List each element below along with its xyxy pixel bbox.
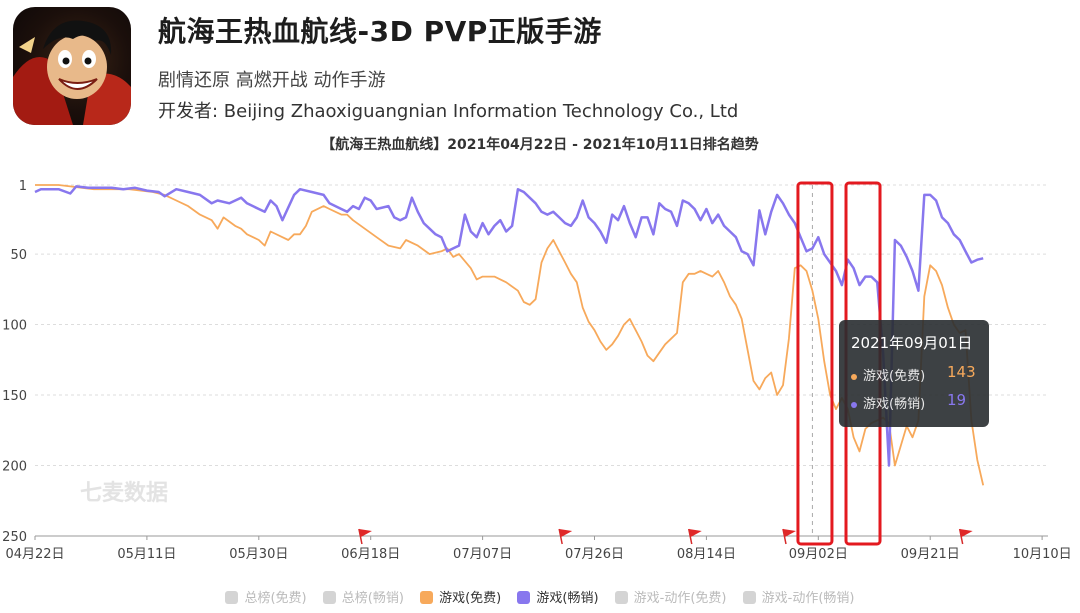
x-tick-label: 06月18日: [341, 547, 400, 562]
tooltip-value: 143: [947, 363, 976, 381]
x-tick-label: 09月02日: [789, 547, 848, 562]
legend-label: 游戏-动作(畅销): [761, 591, 855, 606]
tooltip-row-free: 游戏(免费) 143: [851, 363, 976, 384]
x-tick-label: 08月14日: [677, 547, 736, 562]
tooltip-label: 游戏(畅销): [863, 397, 926, 412]
y-tick-label: 250: [2, 530, 27, 545]
flag-pole: [558, 528, 563, 545]
y-tick-label: 150: [2, 389, 27, 404]
app-icon: [13, 7, 131, 125]
y-tick-label: 50: [10, 248, 27, 263]
x-tick-label: 10月10日: [1013, 547, 1072, 562]
flag-icon: [358, 529, 372, 537]
chart-title: 【航海王热血航线】2021年04月22日 - 2021年10月11日排名趋势: [321, 137, 759, 153]
legend-item[interactable]: 游戏(免费): [420, 587, 501, 606]
legend-label: 总榜(免费): [244, 591, 307, 606]
x-tick-label: 04月22日: [5, 547, 64, 562]
x-tick-label: 05月30日: [229, 547, 288, 562]
x-tick-label: 09月21日: [901, 547, 960, 562]
flag-pole: [958, 528, 964, 545]
x-tick-label: 07月26日: [565, 547, 624, 562]
legend-swatch: [420, 591, 434, 604]
flag-pole: [358, 528, 363, 545]
flag-pole: [688, 528, 693, 545]
x-tick-label: 05月11日: [117, 547, 176, 562]
legend-item[interactable]: 总榜(畅销): [322, 587, 404, 606]
y-tick-label: 200: [2, 460, 27, 475]
legend-swatch: [614, 591, 628, 604]
chart-legend: 总榜(免费) 总榜(畅销) 游戏(免费) 游戏(畅销) 游戏-动作(免费) 游戏…: [0, 587, 1080, 606]
tooltip-date: 2021年09月01日: [851, 334, 973, 352]
tooltip-row-grossing: 游戏(畅销) 19: [851, 391, 966, 412]
legend-swatch: [225, 591, 239, 604]
flag-icon: [688, 529, 702, 537]
tooltip-value: 19: [947, 391, 967, 409]
highlight-box: [796, 181, 834, 546]
tooltip-dot-icon: [851, 373, 857, 380]
legend-label: 游戏(免费): [439, 591, 502, 606]
legend-item[interactable]: 游戏-动作(免费): [614, 587, 727, 606]
y-tick-label: 1: [19, 179, 27, 194]
app-developer: 开发者: Beijing Zhaoxiguangnian Information…: [158, 101, 739, 122]
series-line: [35, 184, 985, 486]
legend-swatch: [517, 591, 531, 604]
legend-label: 总榜(畅销): [341, 591, 404, 606]
chart-tooltip: 2021年09月01日 游戏(免费) 143 游戏(畅销) 19: [839, 320, 989, 427]
flag-icon: [782, 529, 796, 537]
legend-label: 游戏(畅销): [536, 591, 599, 606]
x-tick-label: 07月07日: [453, 547, 512, 562]
app-icon-art: [13, 20, 131, 125]
legend-item[interactable]: 总榜(免费): [225, 587, 307, 606]
flag-pole: [782, 528, 787, 545]
flag-icon: [959, 529, 973, 537]
legend-label: 游戏-动作(免费): [633, 591, 727, 606]
tooltip-dot-icon: [851, 401, 857, 408]
legend-swatch: [322, 591, 336, 604]
legend-item[interactable]: 游戏-动作(畅销): [742, 587, 855, 606]
flag-icon: [559, 529, 573, 537]
app-title: 航海王热血航线-3D PVP正版手游: [158, 15, 602, 48]
tooltip-label: 游戏(免费): [863, 369, 926, 384]
legend-item[interactable]: 游戏(畅销): [517, 587, 599, 606]
watermark-text: 七麦数据: [80, 480, 168, 506]
app-tagline: 剧情还原 高燃开战 动作手游: [158, 70, 386, 91]
y-tick-label: 100: [2, 319, 27, 334]
legend-swatch: [742, 591, 756, 604]
